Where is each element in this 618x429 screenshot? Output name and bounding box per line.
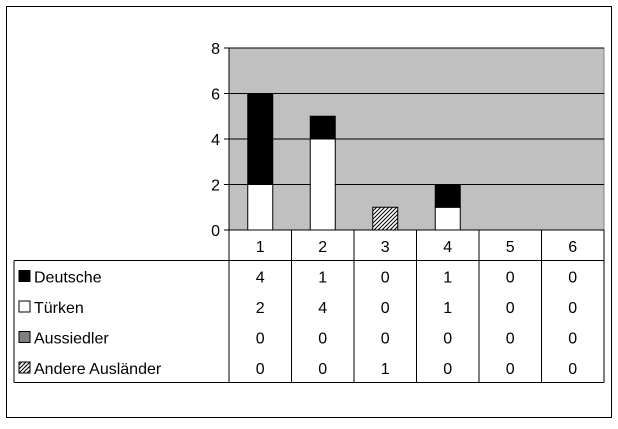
table-cell-value: 0 [381,300,390,317]
table-cell-value: 0 [506,270,515,287]
table-cell-value: 0 [256,361,265,378]
category-label: 5 [506,239,515,256]
legend-label: Deutsche [34,270,102,287]
bar-segment-t-rken [247,184,274,231]
category-label: 3 [381,239,390,256]
table-cell-value: 1 [318,270,327,287]
table-cell-value: 0 [506,300,515,317]
legend-key [18,331,31,343]
table-cell-value: 0 [568,331,577,348]
legend-label: Andere Ausländer [34,361,162,378]
table-cell-value: 0 [443,331,452,348]
table-cell-value: 0 [506,361,515,378]
bar-segment-deutsche [309,115,336,140]
table-cell-value: 1 [443,270,452,287]
legend-key [18,361,31,374]
legend-key [18,300,31,313]
table-cell-value: 1 [443,300,452,317]
table-cell-value: 0 [568,300,577,317]
legend-label: Türken [34,300,84,317]
bar-segment-deutsche [434,184,461,208]
table-cell-value: 0 [256,331,265,348]
table-cell-value: 0 [568,361,577,378]
bar-segment-t-rken [434,206,461,231]
table-cell-value: 1 [381,361,390,378]
table-cell-value: 0 [318,331,327,348]
table-cell-value: 4 [318,300,327,317]
table-cell-value: 0 [443,361,452,378]
category-label: 6 [568,239,577,256]
y-tick-label: 0 [211,223,220,240]
category-label: 4 [443,239,452,256]
table-cell-value: 2 [256,300,265,317]
legend-label: Aussiedler [34,331,109,348]
table-cell-value: 0 [318,361,327,378]
bar-segment-t-rken [309,138,336,231]
table-cell-value: 0 [568,270,577,287]
y-tick-label: 8 [211,41,220,58]
table-cell-value: 4 [256,270,265,287]
table-cell-value: 0 [506,331,515,348]
table-cell-value: 0 [381,270,390,287]
y-tick-label: 4 [211,132,220,149]
bar-segment-andere-ausl-nder [372,206,399,231]
table-cell-value: 0 [381,331,390,348]
legend-key [18,270,31,282]
category-label: 2 [318,239,327,256]
y-tick-label: 6 [211,87,220,104]
bar-segment-deutsche [247,93,274,185]
y-tick-label: 2 [211,178,220,195]
category-label: 1 [256,239,265,256]
